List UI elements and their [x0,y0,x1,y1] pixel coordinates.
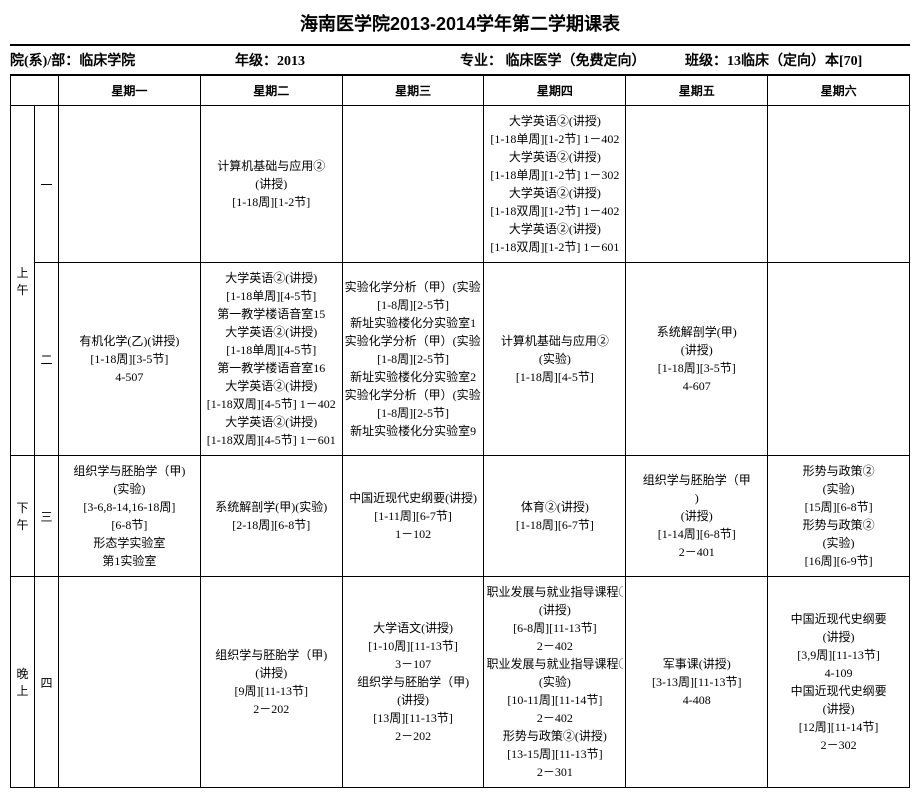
course-cell: 计算机基础与应用②(实验)[1-18周][4-5节] [484,263,626,456]
day-header: 星期五 [626,76,768,106]
course-cell: 实验化学分析（甲）(实验)[1-8周][2-5节]新址实验楼化分实验室1实验化学… [342,263,484,456]
table-row: 下午三组织学与胚胎学（甲)(实验)[3-6,8-14,16-18周][6-8节]… [11,456,910,577]
course-cell [768,263,910,456]
table-row: 上午一计算机基础与应用②(讲授)[1-18周][1-2节]大学英语②(讲授)[1… [11,106,910,263]
course-cell [59,577,201,788]
time-block-label: 晚上 [11,577,35,788]
period-number: 一 [35,106,59,263]
course-cell: 系统解剖学(甲)(实验)[2-18周][6-8节] [200,456,342,577]
course-cell: 中国近现代史纲要(讲授)[3,9周][11-13节]4-109中国近现代史纲要(… [768,577,910,788]
course-cell: 组织学与胚胎学（甲)(讲授)[9周][11-13节]2－202 [200,577,342,788]
day-header: 星期四 [484,76,626,106]
meta-dept: 院(系)/部：临床学院 [10,50,235,70]
course-cell: 计算机基础与应用②(讲授)[1-18周][1-2节] [200,106,342,263]
meta-grade: 年级：2013 [235,50,460,70]
table-row: 晚上四组织学与胚胎学（甲)(讲授)[9周][11-13节]2－202大学语文(讲… [11,577,910,788]
meta-major: 专业： 临床医学（免费定向） [460,50,685,70]
time-block-label: 上午 [11,106,35,456]
header-row: 星期一 星期二 星期三 星期四 星期五 星期六 [11,76,910,106]
course-cell: 军事课(讲授)[3-13周][11-13节]4-408 [626,577,768,788]
course-cell: 有机化学(乙)(讲授)[1-18周][3-5节]4-507 [59,263,201,456]
day-header: 星期六 [768,76,910,106]
table-row: 二有机化学(乙)(讲授)[1-18周][3-5节]4-507大学英语②(讲授)[… [11,263,910,456]
course-cell: 组织学与胚胎学（甲)(实验)[3-6,8-14,16-18周][6-8节]形态学… [59,456,201,577]
period-number: 二 [35,263,59,456]
time-block-label: 下午 [11,456,35,577]
course-cell [768,106,910,263]
meta-class: 班级：13临床（定向）本[70] [685,50,910,70]
timetable: 星期一 星期二 星期三 星期四 星期五 星期六 上午一计算机基础与应用②(讲授)… [10,75,910,788]
course-cell: 体育②(讲授)[1-18周][6-7节] [484,456,626,577]
period-number: 三 [35,456,59,577]
period-number: 四 [35,577,59,788]
day-header: 星期三 [342,76,484,106]
day-header: 星期二 [200,76,342,106]
course-cell: 职业发展与就业指导课程①(讲授)[6-8周][11-13节]2－402职业发展与… [484,577,626,788]
course-cell: 大学英语②(讲授)[1-18单周][1-2节] 1－402大学英语②(讲授)[1… [484,106,626,263]
meta-row: 院(系)/部：临床学院 年级：2013 专业： 临床医学（免费定向） 班级：13… [10,44,910,75]
course-cell: 大学语文(讲授)[1-10周][11-13节]3－107组织学与胚胎学（甲)(讲… [342,577,484,788]
day-header: 星期一 [59,76,201,106]
course-cell: 形势与政策②(实验)[15周][6-8节]形势与政策②(实验)[16周][6-9… [768,456,910,577]
course-cell: 组织学与胚胎学（甲)(讲授)[1-14周][6-8节]2－401 [626,456,768,577]
page-title: 海南医学院2013-2014学年第二学期课表 [10,10,910,36]
course-cell [342,106,484,263]
course-cell: 中国近现代史纲要(讲授)[1-11周][6-7节]1－102 [342,456,484,577]
course-cell [626,106,768,263]
course-cell: 系统解剖学(甲)(讲授)[1-18周][3-5节]4-607 [626,263,768,456]
course-cell: 大学英语②(讲授)[1-18单周][4-5节]第一教学楼语音室15大学英语②(讲… [200,263,342,456]
course-cell [59,106,201,263]
